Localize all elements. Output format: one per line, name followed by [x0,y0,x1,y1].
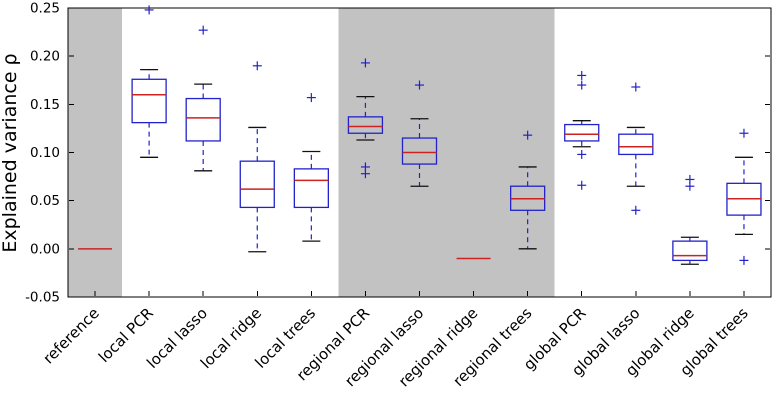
y-tick-label: -0.05 [25,290,60,306]
y-tick-label: 0.10 [30,145,60,161]
box-global-lasso [618,133,654,156]
box-local-ridge [239,160,275,209]
x-category-label-reference: reference [39,304,102,367]
box-global-ridge [672,240,708,262]
box-local-lasso [185,97,221,142]
y-tick-label: 0.25 [30,1,60,17]
box-global-pcr [564,123,600,142]
box-local-pcr [131,78,167,124]
y-tick-label: 0.20 [30,49,60,65]
box-regional-lasso [401,137,438,165]
y-tick-label: 0.15 [30,97,60,113]
plot-frame [67,7,772,298]
shaded-band-1 [338,8,555,297]
box-regional-pcr [347,116,384,134]
y-axis-label: Explained variance ρ [0,53,21,252]
shaded-band-0 [68,8,123,297]
y-tick-label: 0.00 [30,241,60,257]
y-tick-label: 0.05 [30,193,60,209]
box-local-trees [293,168,329,209]
